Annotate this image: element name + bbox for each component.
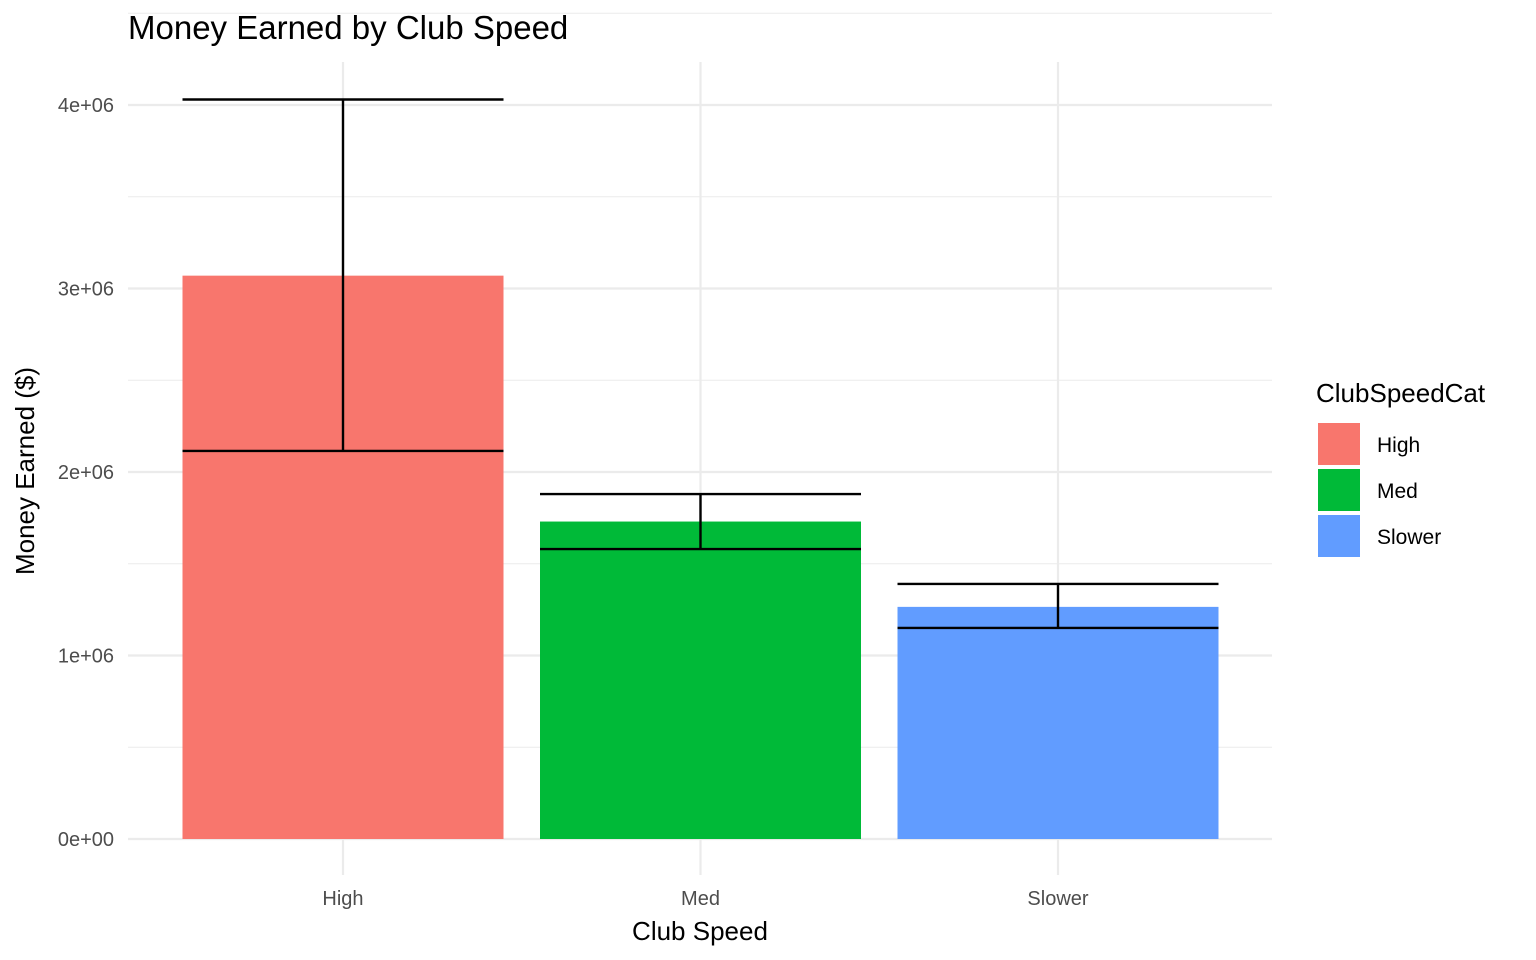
legend-label: Med bbox=[1377, 480, 1418, 503]
y-tick-label: 4e+06 bbox=[58, 95, 114, 117]
x-axis-title: Club Speed bbox=[632, 916, 768, 946]
legend: ClubSpeedCat High Med Slower bbox=[1316, 378, 1486, 557]
error-bars bbox=[182, 98, 1219, 630]
y-tick-label: 3e+06 bbox=[58, 279, 114, 301]
x-tick-label: Slower bbox=[1027, 888, 1088, 910]
legend-swatch bbox=[1318, 469, 1360, 511]
legend-swatch bbox=[1318, 515, 1360, 557]
y-axis-title: Money Earned ($) bbox=[10, 367, 40, 575]
legend-item-high: High bbox=[1318, 423, 1420, 465]
x-tick-label: Med bbox=[681, 888, 720, 910]
error-bar-med bbox=[540, 492, 861, 551]
legend-item-slower: Slower bbox=[1318, 515, 1441, 557]
y-tick-label: 0e+00 bbox=[58, 829, 114, 851]
chart-title: Money Earned by Club Speed bbox=[128, 9, 568, 46]
legend-swatch bbox=[1318, 423, 1360, 465]
y-axis-ticks: 0e+00 1e+06 2e+06 3e+06 4e+06 bbox=[58, 95, 114, 851]
bar-slower bbox=[897, 606, 1219, 839]
bars bbox=[182, 275, 1219, 839]
legend-label: High bbox=[1377, 434, 1420, 457]
y-tick-label: 2e+06 bbox=[58, 462, 114, 484]
x-tick-label: High bbox=[322, 888, 363, 910]
legend-title: ClubSpeedCat bbox=[1316, 378, 1486, 408]
bar-med bbox=[540, 521, 861, 839]
legend-item-med: Med bbox=[1318, 469, 1418, 511]
error-bar-high bbox=[182, 98, 504, 453]
legend-label: Slower bbox=[1377, 526, 1441, 549]
x-axis-ticks: High Med Slower bbox=[322, 888, 1088, 910]
error-bar-slower bbox=[897, 582, 1219, 630]
y-tick-label: 1e+06 bbox=[58, 646, 114, 668]
